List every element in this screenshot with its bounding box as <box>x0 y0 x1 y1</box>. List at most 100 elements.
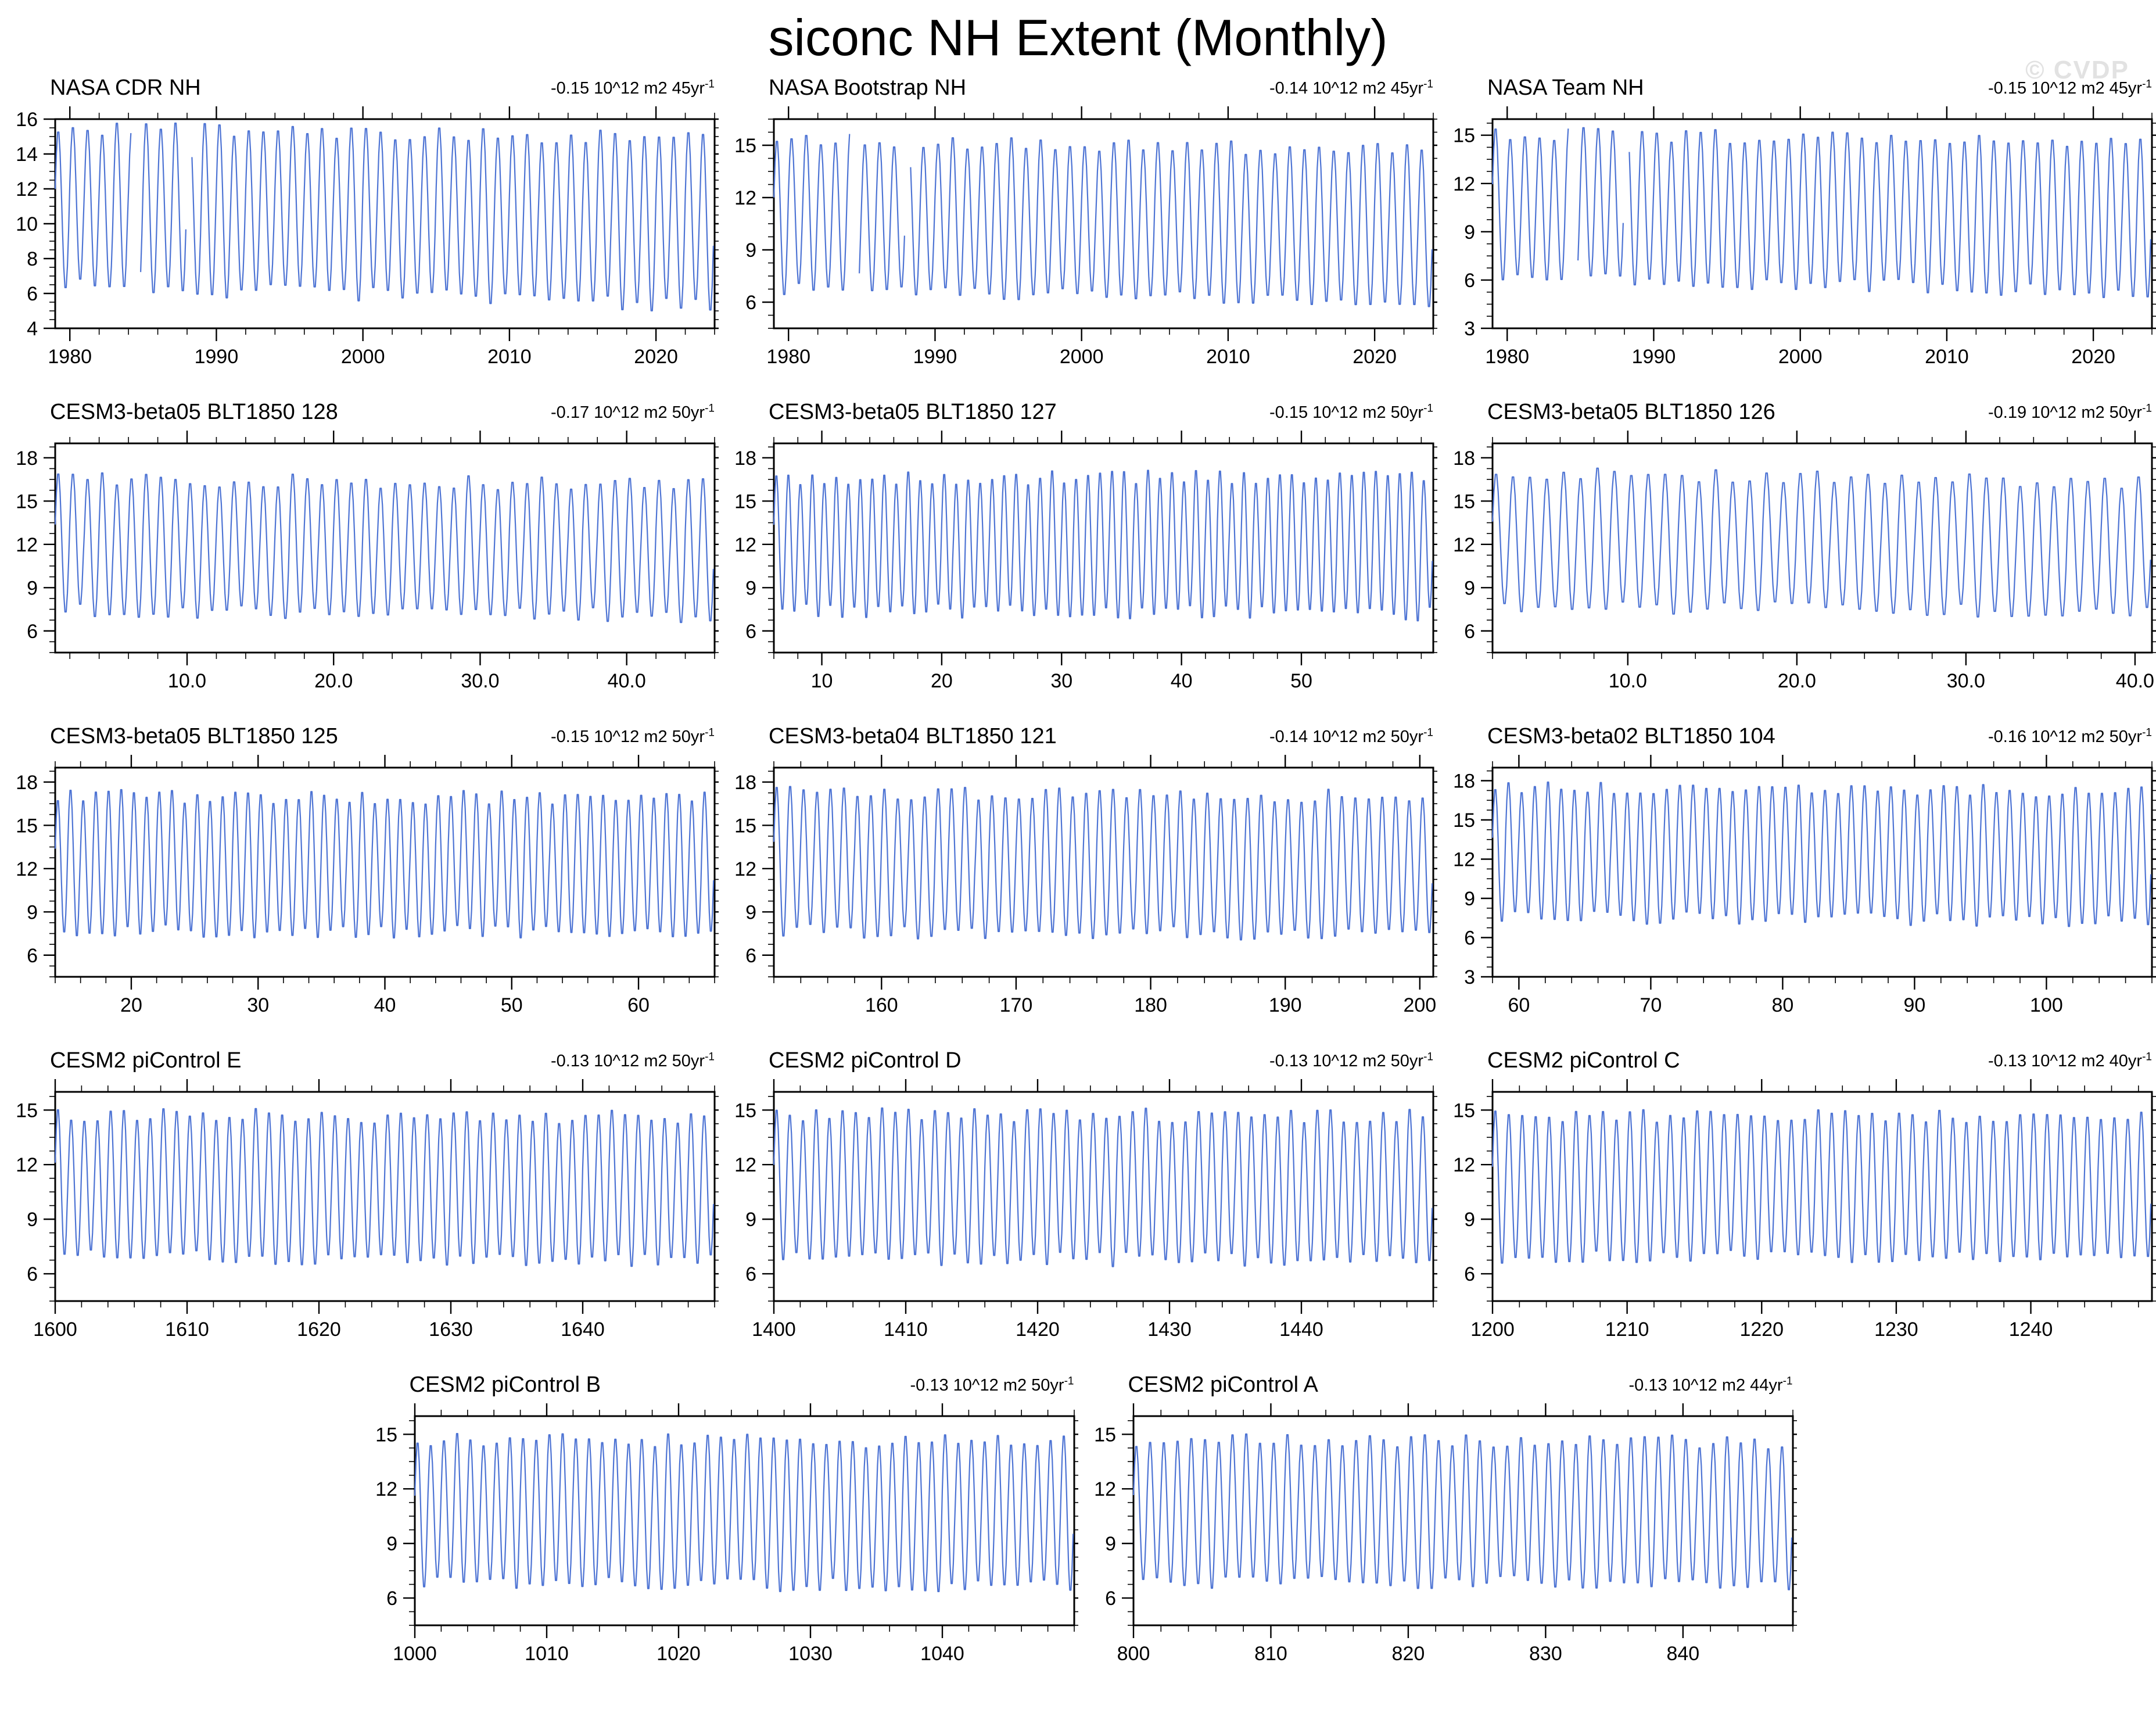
axis-tick-label: 6 <box>27 945 38 967</box>
axis-tick-label: 190 <box>1269 994 1302 1016</box>
axis-tick-label: 50 <box>1290 670 1312 692</box>
chart-panel: CESM3-beta05 BLT1850 128 -0.17 10^12 m2 … <box>0 393 719 699</box>
plot-frame <box>773 442 1434 654</box>
panel-title: CESM2 piControl D <box>769 1048 962 1073</box>
line-chart: 60 70 80 90 100 3 6 9 12 15 18 <box>1453 755 2156 1016</box>
axis-tick-label: 2010 <box>1925 346 1969 368</box>
plot-frame <box>54 766 716 978</box>
panel-title: CESM3-beta05 BLT1850 127 <box>769 400 1057 425</box>
panel-header: CESM3-beta02 BLT1850 104 -0.16 10^12 m2 … <box>1437 718 2156 750</box>
line-chart: 20 30 40 50 60 6 9 12 15 18 <box>16 755 719 1016</box>
panel-title: CESM2 piControl B <box>409 1373 601 1398</box>
cvdp-watermark: © CVDP <box>2025 56 2129 84</box>
axis-tick-label: 1990 <box>913 346 957 368</box>
panel-trend-label: -0.17 10^12 m2 50yr-1 <box>551 402 715 422</box>
panel-title: NASA Team NH <box>1487 76 1644 101</box>
data-series <box>414 1433 1074 1593</box>
line-chart: 1400 1410 1420 1430 1440 6 9 12 15 <box>734 1079 1437 1341</box>
axis-tick-label: 12 <box>16 1154 38 1176</box>
axis-tick-label: 6 <box>1105 1588 1116 1610</box>
axis-tick-label: 30.0 <box>461 670 499 692</box>
plot-frame <box>1491 766 2153 978</box>
plot-frame <box>1132 1415 1793 1626</box>
panel-trend-label: -0.13 10^12 m2 44yr-1 <box>1628 1375 1793 1395</box>
axis-tick-label: 9 <box>27 577 38 599</box>
axis-tick-label: 2020 <box>1353 346 1397 368</box>
axis-tick-label: 2020 <box>634 346 678 368</box>
chart-panel: NASA CDR NH -0.15 10^12 m2 45yr-1 1980 19… <box>0 69 719 375</box>
panel-header: CESM2 piControl A -0.13 10^12 m2 44yr-1 <box>1078 1366 1797 1399</box>
axis-tick-label: 1220 <box>1739 1318 1784 1341</box>
panel-header: NASA Bootstrap NH -0.14 10^12 m2 45yr-1 <box>719 69 1437 102</box>
axis-tick-label: 1980 <box>766 346 810 368</box>
panel-title: CESM3-beta02 BLT1850 104 <box>1487 724 1775 749</box>
axis-tick-label: 16 <box>16 109 38 131</box>
axis-tick-label: 12 <box>16 858 38 880</box>
axis-tick-label: 6 <box>1464 270 1475 292</box>
axis-tick-label: 2000 <box>341 346 385 368</box>
axis-tick-label: 12 <box>1453 534 1475 556</box>
line-chart: 1980 1990 2000 2010 2020 3 6 9 12 15 <box>1453 106 2156 368</box>
axis-tick-label: 18 <box>16 772 38 794</box>
panel-header: CESM2 piControl C -0.13 10^12 m2 40yr-1 <box>1437 1042 2156 1074</box>
axis-tick-label: 1620 <box>297 1318 341 1341</box>
plot-frame <box>773 766 1434 978</box>
chart-panel: CESM2 piControl E -0.13 10^12 m2 50yr-1 … <box>0 1042 719 1348</box>
plot-frame <box>773 1091 1434 1302</box>
axis-tick-label: 1010 <box>525 1643 569 1665</box>
axis-tick-label: 9 <box>1464 221 1475 243</box>
panel-trend-label: -0.16 10^12 m2 50yr-1 <box>1988 726 2152 747</box>
line-chart: 1000 1010 1020 1030 1040 6 9 12 15 <box>375 1403 1078 1665</box>
axis-tick-label: 70 <box>1640 994 1662 1016</box>
data-series <box>1491 1109 2152 1264</box>
panel-header: NASA CDR NH -0.15 10^12 m2 45yr-1 <box>0 69 719 102</box>
axis-tick-label: 9 <box>1464 888 1475 910</box>
axis-tick-label: 20.0 <box>1778 670 1816 692</box>
axis-tick-label: 830 <box>1529 1643 1562 1665</box>
axis-tick-label: 8 <box>27 248 38 270</box>
axis-tick-label: 12 <box>734 858 756 880</box>
chart-panel: CESM3-beta05 BLT1850 127 -0.15 10^12 m2 … <box>719 393 1437 699</box>
axis-tick-label: 60 <box>627 994 650 1016</box>
plot-frame <box>1491 1091 2153 1302</box>
chart-grid-last-row: CESM2 piControl B -0.13 10^12 m2 50yr-1 … <box>0 1366 2156 1672</box>
panel-header: CESM3-beta05 BLT1850 127 -0.15 10^12 m2 … <box>719 393 1437 426</box>
data-series <box>1491 127 2151 299</box>
axis-tick-label: 1640 <box>561 1318 605 1341</box>
panel-trend-label: -0.14 10^12 m2 45yr-1 <box>1269 78 1433 98</box>
axis-tick-label: 40 <box>374 994 396 1016</box>
chart-panel: CESM3-beta05 BLT1850 125 -0.15 10^12 m2 … <box>0 718 719 1023</box>
axis-tick-label: 9 <box>1464 577 1475 599</box>
axis-tick-label: 6 <box>386 1588 397 1610</box>
axis-tick-label: 840 <box>1666 1643 1699 1665</box>
axis-tick-label: 12 <box>1094 1478 1116 1500</box>
axis-tick-label: 1630 <box>429 1318 473 1341</box>
panel-trend-label: -0.14 10^12 m2 50yr-1 <box>1269 726 1433 747</box>
axis-tick-label: 1030 <box>788 1643 833 1665</box>
axis-tick-label: 18 <box>1453 771 1475 793</box>
axis-tick-label: 15 <box>1094 1424 1116 1446</box>
axis-tick-label: 80 <box>1771 994 1793 1016</box>
axis-tick-label: 15 <box>734 490 756 513</box>
panel-title: NASA Bootstrap NH <box>769 76 967 101</box>
chart-panel: CESM2 piControl C -0.13 10^12 m2 40yr-1 … <box>1437 1042 2156 1348</box>
panel-header: CESM2 piControl B -0.13 10^12 m2 50yr-1 <box>360 1366 1078 1399</box>
plot-frame <box>54 442 716 654</box>
axis-tick-label: 6 <box>745 1263 756 1285</box>
axis-tick-label: 9 <box>27 901 38 923</box>
axis-tick-label: 800 <box>1117 1643 1150 1665</box>
panel-title: CESM3-beta05 BLT1850 128 <box>50 400 338 425</box>
chart-panel: NASA Team NH -0.15 10^12 m2 45yr-1 1980 1… <box>1437 69 2156 375</box>
axis-tick-label: 820 <box>1391 1643 1425 1665</box>
axis-tick-label: 15 <box>375 1424 397 1446</box>
axis-tick-label: 15 <box>16 1099 38 1122</box>
axis-tick-label: 2020 <box>2071 346 2115 368</box>
data-series <box>54 472 714 624</box>
chart-grid: NASA CDR NH -0.15 10^12 m2 45yr-1 1980 19… <box>0 69 2156 1348</box>
plot-frame <box>414 1415 1075 1626</box>
axis-tick-label: 1400 <box>752 1318 796 1341</box>
axis-tick-label: 9 <box>745 901 756 923</box>
line-chart: 1980 1990 2000 2010 2020 6 9 12 15 <box>734 106 1437 368</box>
data-series <box>773 1107 1433 1267</box>
panel-trend-label: -0.19 10^12 m2 50yr-1 <box>1988 402 2152 422</box>
